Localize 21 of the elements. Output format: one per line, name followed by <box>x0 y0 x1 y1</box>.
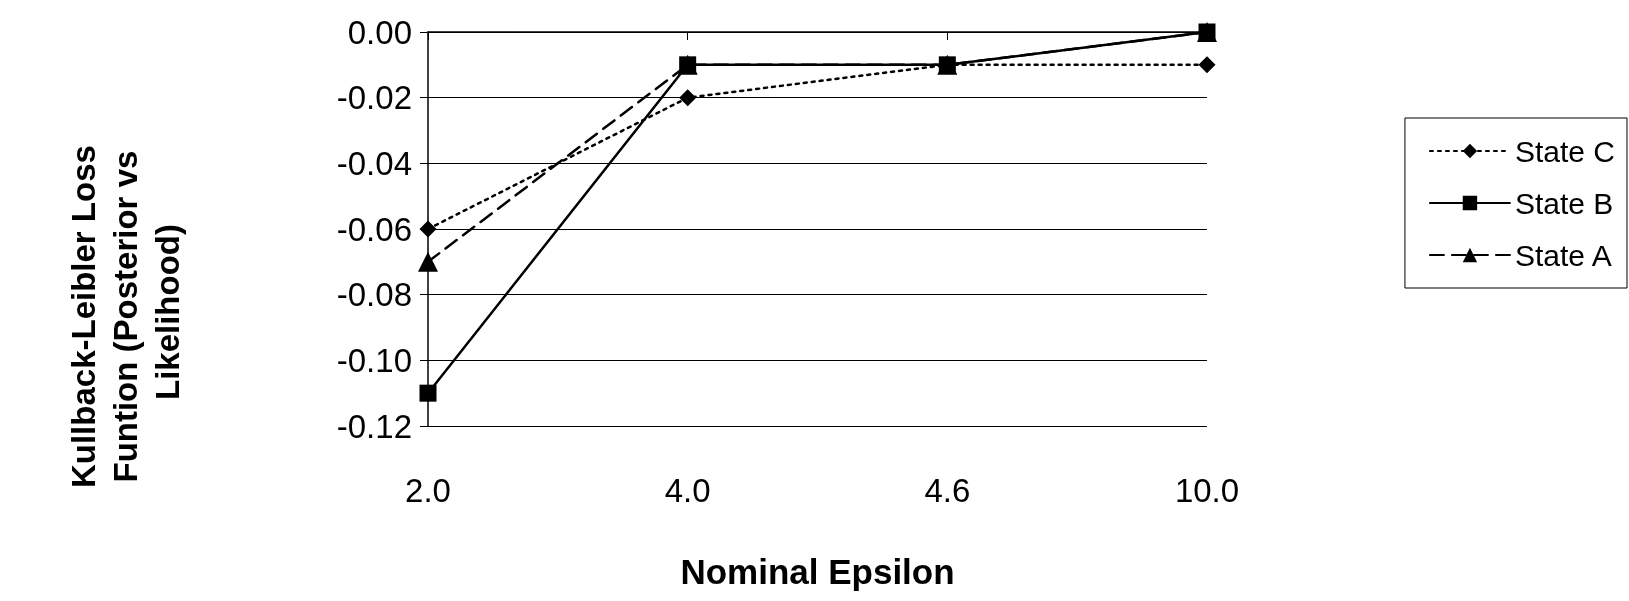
point <box>419 220 437 238</box>
y-axis-title: Kullback-Leibler Loss Funtion (Posterior vs Likelihood) <box>64 135 186 489</box>
legend-label: State A <box>1514 238 1612 272</box>
legend-label: State C <box>1514 134 1616 168</box>
y-tick-label: -0.02 <box>336 79 412 117</box>
y-tick-label: -0.04 <box>336 144 412 182</box>
x-tick-label: 2.0 <box>405 472 451 509</box>
y-tick-label: -0.12 <box>336 407 412 445</box>
point <box>1198 56 1216 74</box>
y-tick-label: -0.08 <box>336 276 412 314</box>
point <box>418 251 438 272</box>
y-tick-label: -0.06 <box>336 210 412 248</box>
x-tick-label: 4.6 <box>924 472 971 509</box>
x-axis-title: Nominal Epsilon <box>680 552 955 591</box>
x-tick-label: 4.0 <box>664 472 711 509</box>
y-tick-label: 0.00 <box>347 13 412 51</box>
point <box>419 384 437 402</box>
legend-label: State B <box>1514 186 1614 220</box>
point <box>679 89 697 107</box>
x-tick-label: 10.0 <box>1174 472 1240 509</box>
y-tick-label: -0.10 <box>336 341 412 379</box>
